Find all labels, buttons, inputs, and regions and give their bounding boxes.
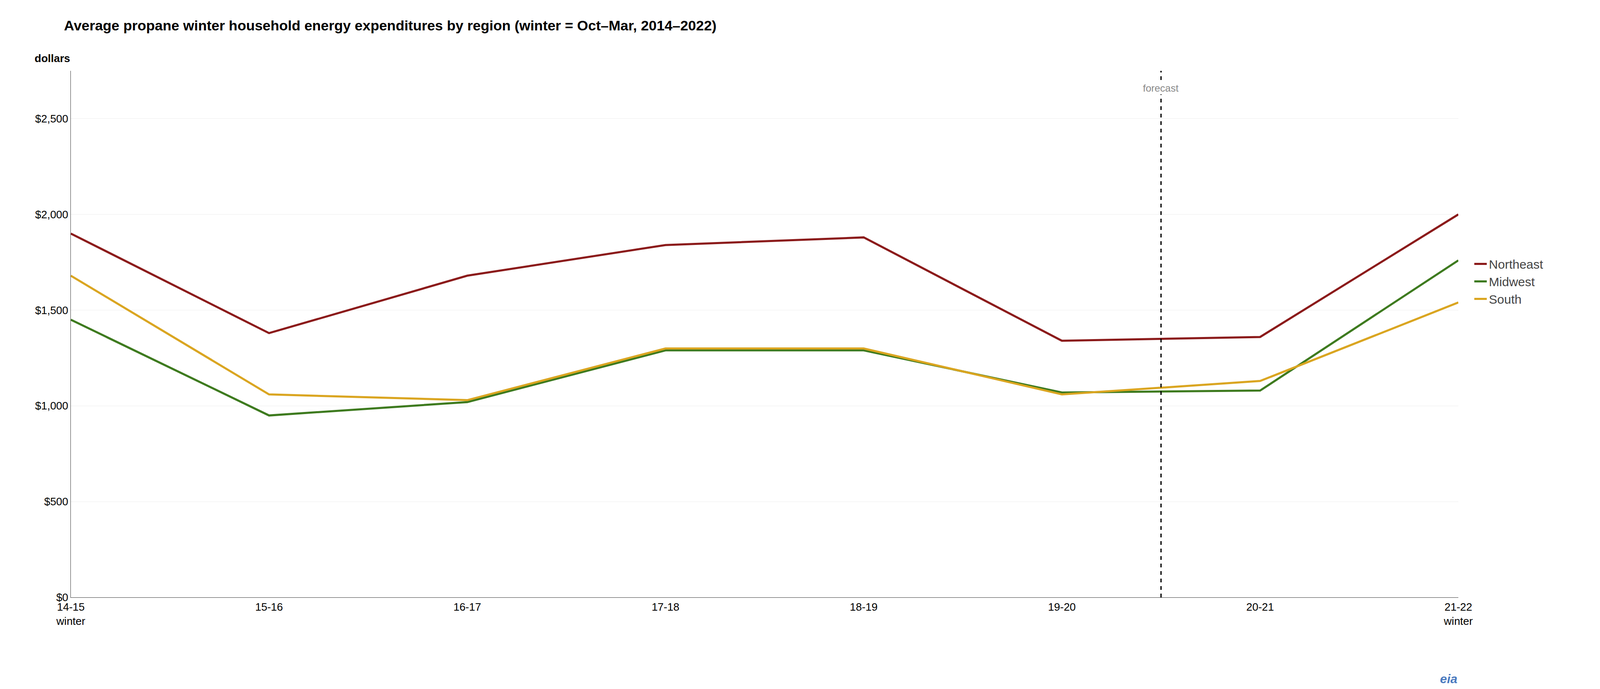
svg-text:$500: $500 xyxy=(44,495,69,508)
svg-text:$1,500: $1,500 xyxy=(35,304,69,317)
svg-text:14-15winter: 14-15winter xyxy=(55,600,86,628)
svg-text:17-18: 17-18 xyxy=(651,600,680,614)
svg-text:21-22winter: 21-22winter xyxy=(1443,600,1473,628)
svg-text:15-16: 15-16 xyxy=(255,600,283,614)
svg-text:18-19: 18-19 xyxy=(850,600,878,614)
svg-text:forecast: forecast xyxy=(1142,82,1179,94)
svg-text:$0: $0 xyxy=(56,591,69,604)
svg-text:Average propane winter househo: Average propane winter household energy … xyxy=(64,17,717,34)
svg-text:$2,500: $2,500 xyxy=(35,112,69,125)
svg-text:eia: eia xyxy=(1440,672,1458,686)
svg-text:19-20: 19-20 xyxy=(1047,600,1076,614)
svg-text:16-17: 16-17 xyxy=(453,600,482,614)
svg-text:$2,000: $2,000 xyxy=(35,208,69,221)
svg-text:Midwest: Midwest xyxy=(1488,275,1535,289)
svg-text:dollars: dollars xyxy=(34,52,70,65)
svg-text:Northeast: Northeast xyxy=(1488,257,1544,272)
svg-text:$1,000: $1,000 xyxy=(35,399,69,413)
svg-text:20-21: 20-21 xyxy=(1246,600,1275,614)
svg-text:South: South xyxy=(1488,292,1522,307)
